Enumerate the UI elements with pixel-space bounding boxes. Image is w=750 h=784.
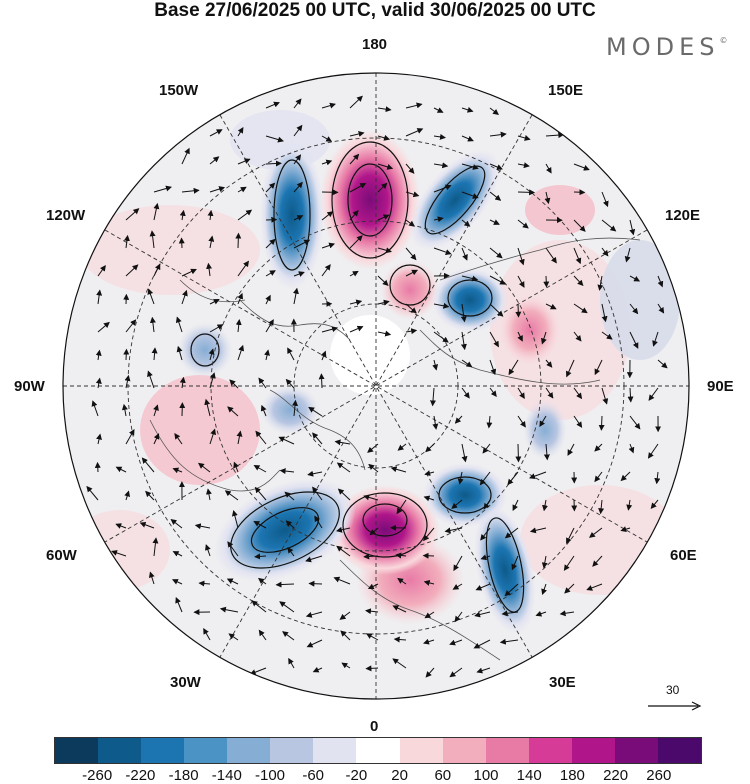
colorbar-swatch [529, 738, 572, 763]
wind-vector [321, 374, 322, 388]
colorbar-tick-label: -180 [169, 767, 199, 784]
colorbar-swatch [184, 738, 227, 763]
colorbar-tick-label: 260 [646, 767, 671, 784]
wind-vector [366, 668, 378, 669]
anomaly-ridge-north-pacific [320, 130, 420, 270]
lon-label-0: 0 [370, 718, 378, 735]
lon-label-180: 180 [362, 36, 387, 53]
lon-label-150e: 150E [548, 82, 583, 99]
wind-vector [309, 584, 322, 585]
reference-vector-arrow [646, 696, 702, 716]
colorbar-tick-label: 60 [434, 767, 451, 784]
colorbar-swatch [615, 738, 658, 763]
lon-label-150w: 150W [159, 82, 198, 99]
wind-vector [266, 163, 281, 164]
polar-cap [330, 315, 410, 395]
anomaly-weak-positive [520, 485, 680, 595]
colorbar-tick-label: 20 [391, 767, 408, 784]
colorbar-tick-label: -60 [302, 767, 324, 784]
lon-label-30w: 30W [170, 674, 201, 691]
lon-label-120w: 120W [46, 207, 85, 224]
anomaly-weak-positive [525, 185, 595, 235]
wind-vector [182, 238, 183, 248]
colorbar-tick-label: -260 [82, 767, 112, 784]
anomaly-negative [177, 322, 233, 378]
wind-vector [518, 304, 519, 317]
colorbar-swatch [486, 738, 529, 763]
wind-vector [601, 416, 602, 430]
wind-vector [518, 444, 519, 462]
colorbar-swatch [227, 738, 270, 763]
wind-vector [126, 350, 127, 360]
colorbar-swatch [98, 738, 141, 763]
wind-vector [98, 463, 99, 472]
anomaly-weak-positive [80, 205, 260, 295]
colorbar-swatch [400, 738, 443, 763]
lon-label-30e: 30E [549, 674, 576, 691]
anomaly-negative [523, 400, 567, 460]
colorbar-tick-label: -20 [346, 767, 368, 784]
colorbar-tick-label: -140 [212, 767, 242, 784]
colorbar-tick-label: -220 [125, 767, 155, 784]
lon-label-60w: 60W [46, 547, 77, 564]
colorbar-swatch [356, 738, 399, 763]
colorbar-tick-label: 140 [517, 767, 542, 784]
lon-label-90w: 90W [14, 378, 45, 395]
colorbar-swatch [658, 738, 701, 763]
colorbar [54, 737, 702, 764]
anomaly-weak-positive [140, 375, 260, 485]
wind-vector [546, 276, 547, 287]
anomaly-trough-bering [260, 140, 324, 290]
lon-label-120e: 120E [665, 207, 700, 224]
anomaly-positive [500, 295, 560, 365]
anomaly-weak-negative [600, 240, 680, 360]
colorbar-swatch [141, 738, 184, 763]
reference-vector-label: 30 [666, 683, 679, 697]
colorbar-swatch [270, 738, 313, 763]
lon-label-90e: 90E [707, 378, 734, 395]
colorbar-tick-label: 220 [603, 767, 628, 784]
wind-vector [424, 556, 434, 557]
colorbar-swatch [55, 738, 98, 763]
colorbar-tick-label: 180 [560, 767, 585, 784]
colorbar-tick-label: -100 [255, 767, 285, 784]
wind-vector [238, 234, 239, 248]
anomaly-negative [260, 385, 320, 435]
colorbar-tick-label: 100 [473, 767, 498, 784]
colorbar-swatch [313, 738, 356, 763]
wind-vector [518, 192, 534, 193]
lon-label-60e: 60E [670, 547, 697, 564]
colorbar-swatch [572, 738, 615, 763]
colorbar-swatch [443, 738, 486, 763]
